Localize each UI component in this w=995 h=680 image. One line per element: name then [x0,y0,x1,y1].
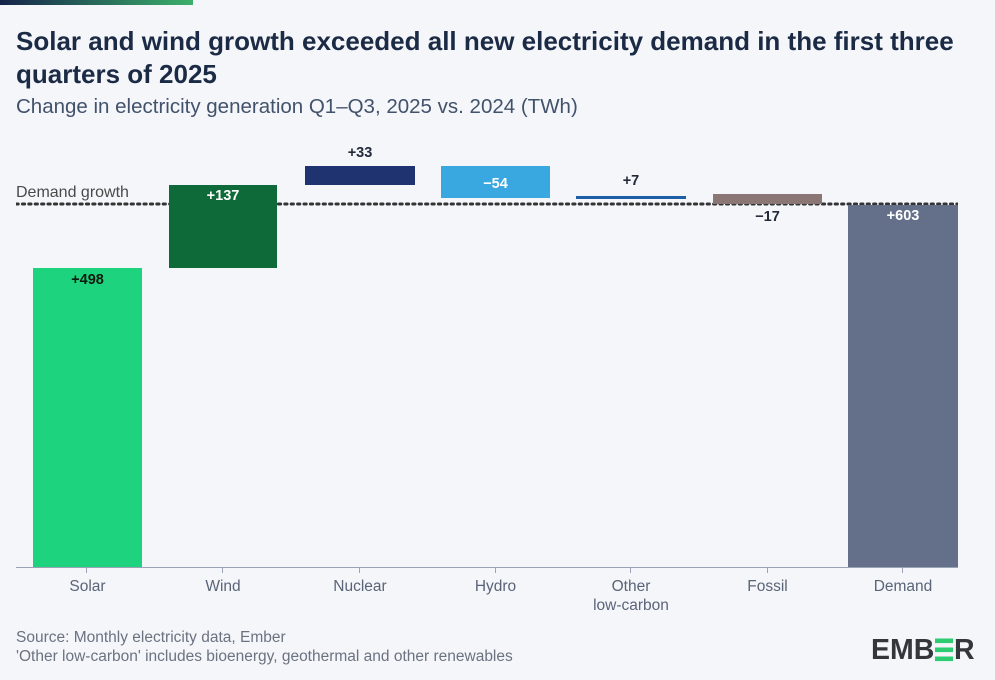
svg-text:EMB: EMB [871,635,934,666]
svg-text:R: R [954,635,975,666]
